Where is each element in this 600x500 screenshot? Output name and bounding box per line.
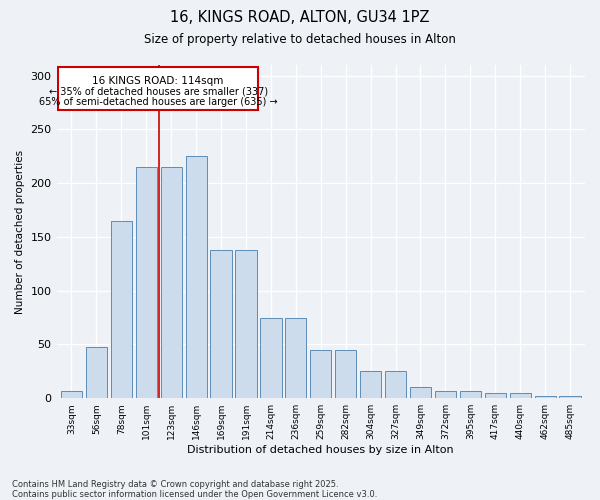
Bar [111,221,132,398]
Bar [310,350,331,398]
Bar [136,167,157,398]
Bar [535,396,556,398]
Text: ← 35% of detached houses are smaller (337): ← 35% of detached houses are smaller (33… [49,86,268,97]
Bar [385,372,406,398]
Bar [335,350,356,398]
Text: Contains public sector information licensed under the Open Government Licence v3: Contains public sector information licen… [12,490,377,499]
Bar [161,167,182,398]
Bar [260,318,281,398]
Bar [509,393,531,398]
Text: 16 KINGS ROAD: 114sqm: 16 KINGS ROAD: 114sqm [92,76,224,86]
Bar [485,393,506,398]
Text: Size of property relative to detached houses in Alton: Size of property relative to detached ho… [144,32,456,46]
Bar [435,390,456,398]
Bar [360,372,381,398]
Bar [460,390,481,398]
Bar [235,250,257,398]
Text: 16, KINGS ROAD, ALTON, GU34 1PZ: 16, KINGS ROAD, ALTON, GU34 1PZ [170,10,430,25]
Text: Contains HM Land Registry data © Crown copyright and database right 2025.: Contains HM Land Registry data © Crown c… [12,480,338,489]
FancyBboxPatch shape [58,67,259,110]
Bar [410,388,431,398]
Bar [211,250,232,398]
Bar [185,156,207,398]
Bar [86,346,107,398]
X-axis label: Distribution of detached houses by size in Alton: Distribution of detached houses by size … [187,445,454,455]
Bar [559,396,581,398]
Bar [285,318,307,398]
Bar [61,390,82,398]
Text: 65% of semi-detached houses are larger (635) →: 65% of semi-detached houses are larger (… [39,97,277,107]
Y-axis label: Number of detached properties: Number of detached properties [15,150,25,314]
